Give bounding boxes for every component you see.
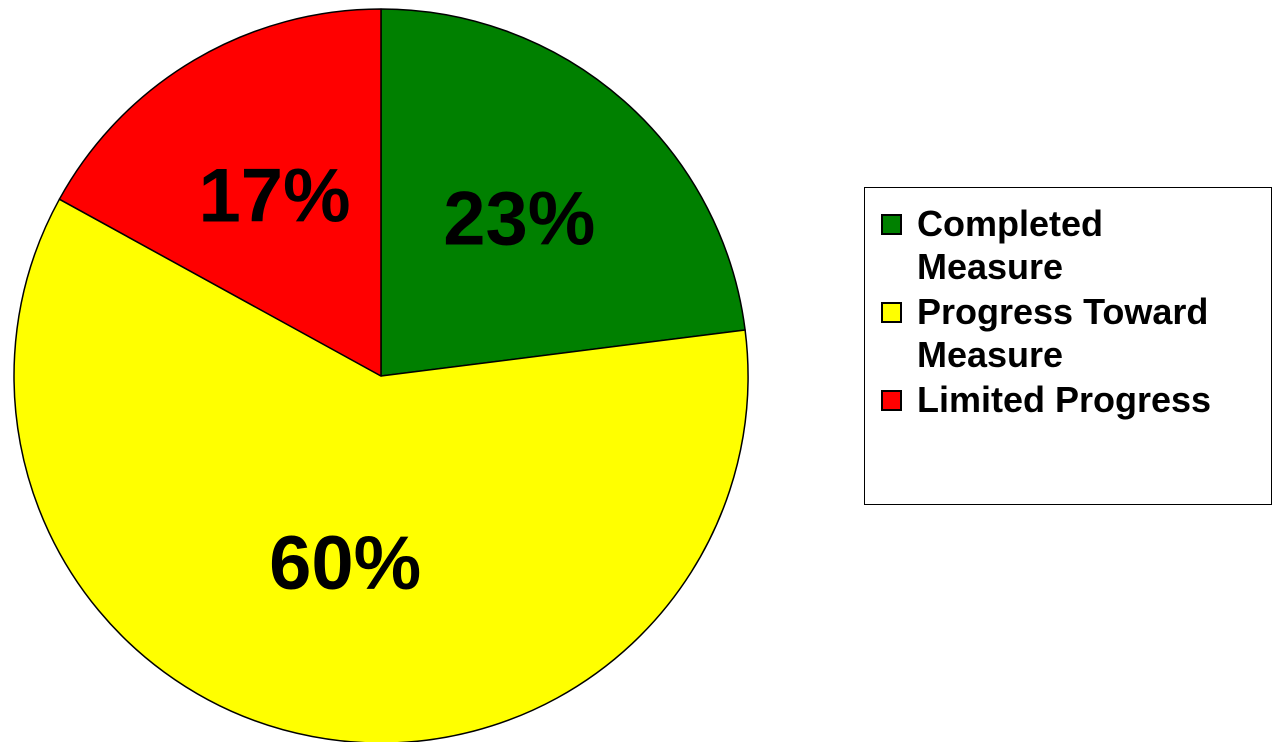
- data-label-limited: 17%: [198, 153, 350, 238]
- legend-label-progress: Progress Toward Measure: [917, 290, 1208, 376]
- legend-label-limited: Limited Progress: [917, 378, 1211, 421]
- data-label-completed: 23%: [443, 177, 595, 262]
- legend-entry-progress: Progress Toward Measure: [881, 290, 1271, 376]
- legend-swatch-completed: [881, 214, 902, 235]
- pie-chart: 23% 60% 17%: [0, 0, 760, 742]
- pie-slices: [14, 9, 748, 742]
- data-label-progress: 60%: [269, 521, 421, 606]
- legend-label-completed: Completed Measure: [917, 202, 1103, 288]
- legend-entry-limited: Limited Progress: [881, 378, 1271, 421]
- legend: Completed Measure Progress Toward Measur…: [864, 187, 1272, 505]
- legend-swatch-progress: [881, 302, 902, 323]
- legend-entry-completed: Completed Measure: [881, 202, 1271, 288]
- legend-swatch-limited: [881, 390, 902, 411]
